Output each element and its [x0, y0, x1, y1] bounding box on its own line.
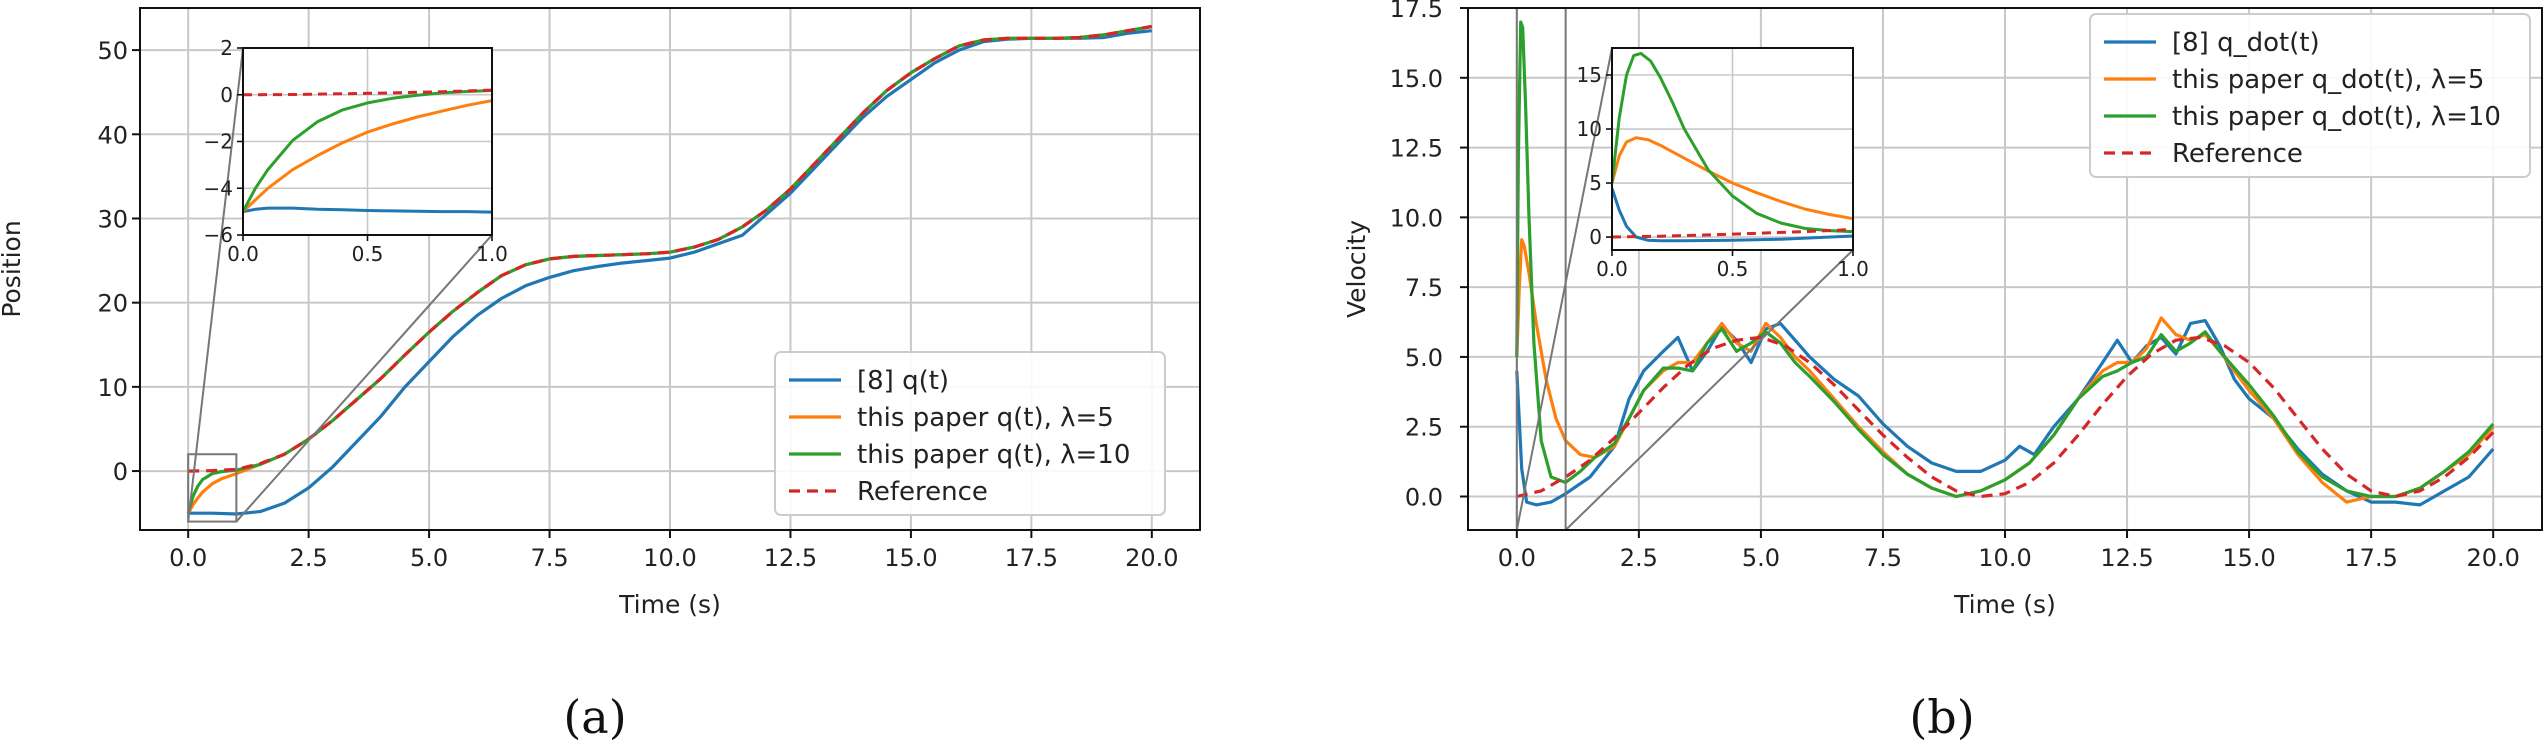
- panel-b-inset-xtick-label-2: 1.0: [1837, 257, 1869, 281]
- panel-a-chart: 0.0 2.5 5.0 7.5 10.0 12.5 15.0 17.5 20.001020304…: [0, 7, 1201, 619]
- panel-b-legend-label-3: Reference: [2172, 139, 2303, 169]
- panel-a-xtick-label-4: 10.0: [643, 544, 696, 572]
- panel-b-ytick-label-0: 0.0: [1405, 484, 1443, 512]
- panel-a-legend-label-3: Reference: [857, 477, 988, 507]
- panel-a-ytick-label-3: 30: [97, 205, 128, 233]
- panel-b-xtick-label-8: 20.0: [2466, 544, 2519, 572]
- panel-b-inset-series-line-1: [1612, 136, 1853, 221]
- panel-a-inset-ytick-label-0: −6: [204, 223, 233, 247]
- panel-a-xtick-label-0: 0.0: [169, 544, 207, 572]
- panel-a-zoom-connector-1: [187, 47, 244, 522]
- panel-a-inset-series-line-3: [243, 88, 492, 97]
- panel-b-inset-series-line-3: [1612, 228, 1853, 239]
- panel-b-inset-xtick-label-1: 0.5: [1717, 257, 1749, 281]
- panel-a-xlabel: Time (s): [618, 590, 721, 619]
- panel-b-ytick-label-2: 5.0: [1405, 344, 1443, 372]
- panel-a-xtick-label-7: 17.5: [1005, 544, 1058, 572]
- panel-a-ytick-label-2: 20: [97, 290, 128, 318]
- panel-b-series-line-3: [1516, 335, 2495, 499]
- panel-b-ytick-label-4: 10.0: [1390, 204, 1443, 232]
- panel-a-series-group: [186, 24, 1153, 516]
- panel-a-legend-label-0: [8] q(t): [857, 366, 949, 396]
- panel-a-xtick-label-3: 7.5: [530, 544, 568, 572]
- panel-a-inset-xtick-label-0: 0.0: [227, 242, 259, 266]
- panel-b-zoom-connector-2: [1564, 249, 1854, 531]
- panel-a-inset-ytick-label-1: −4: [204, 176, 233, 200]
- panel-b-series-line-2: [1515, 20, 2495, 499]
- panel-a-zoom-connector-2: [235, 234, 493, 523]
- panel-b-inset-series-line-0: [1612, 187, 1853, 243]
- panel-a-xtick-label-8: 20.0: [1125, 544, 1178, 572]
- panel-a-inset-ytick-label-4: 2: [220, 36, 233, 60]
- panel-a-inset-xtick-label-2: 1.0: [476, 242, 508, 266]
- panel-a-ytick-label-1: 10: [97, 374, 128, 402]
- panel-a-ytick-label-4: 40: [97, 121, 128, 149]
- panel-b-xtick-label-4: 10.0: [1978, 544, 2031, 572]
- panel-b-chart: 0.0 2.5 5.0 7.5 10.0 12.5 15.0 17.5 20.0 0.0 2.5 5.…: [1342, 0, 2543, 619]
- panel-b-inset-ytick-label-2: 10: [1577, 117, 1602, 141]
- panel-b-ytick-label-1: 2.5: [1405, 414, 1443, 442]
- panel-b-zoom-connector-1: [1515, 47, 1613, 531]
- panel-a-xtick-label-6: 15.0: [884, 544, 937, 572]
- panel-b-ytick-label-3: 7.5: [1405, 274, 1443, 302]
- panel-b-xtick-label-3: 7.5: [1864, 544, 1902, 572]
- panel-b-ylabel: Velocity: [1342, 220, 1371, 318]
- panel-a-legend-label-1: this paper q(t), λ=5: [857, 403, 1114, 433]
- panel-a-xtick-label-5: 12.5: [764, 544, 817, 572]
- panel-b-xtick-label-7: 17.5: [2344, 544, 2397, 572]
- panel-b-xlabel: Time (s): [1953, 590, 2056, 619]
- panel-a-ylabel: Position: [0, 220, 26, 317]
- panel-a-inset-series-line-0: [243, 206, 492, 214]
- panel-a-ytick-label-0: 0: [113, 458, 128, 486]
- panel-b-inset-ytick-label-1: 5: [1589, 171, 1602, 195]
- panel-a-series-line-3: [188, 24, 1153, 473]
- caption-b: (b): [1909, 690, 1974, 744]
- panel-a-ytick-label-5: 50: [97, 37, 128, 65]
- panel-b-xtick-label-5: 12.5: [2100, 544, 2153, 572]
- panel-b-legend-label-2: this paper q_dot(t), λ=10: [2172, 102, 2501, 132]
- panel-a-legend-box: [774, 351, 1166, 516]
- panel-b-inset-series-line-2: [1612, 51, 1853, 234]
- panel-b-ytick-label-6: 15.0: [1390, 65, 1443, 93]
- caption-a: (a): [563, 690, 626, 744]
- panel-b-xtick-label-0: 0.0: [1498, 544, 1536, 572]
- panel-a-inset-xtick-label-1: 0.5: [352, 242, 384, 266]
- panel-b-xtick-label-1: 2.5: [1620, 544, 1658, 572]
- panel-a-inset-ytick-label-2: −2: [204, 130, 233, 154]
- panel-a-zoom-rect: [187, 453, 238, 523]
- panel-b-xtick-label-2: 5.0: [1742, 544, 1780, 572]
- panel-a-legend-label-2: this paper q(t), λ=10: [857, 440, 1130, 470]
- panel-a-xtick-label-2: 5.0: [410, 544, 448, 572]
- panel-b-legend-label-1: this paper q_dot(t), λ=5: [2172, 65, 2484, 95]
- panel-b-legend-label-0: [8] q_dot(t): [2172, 28, 2320, 58]
- panel-a-inset-series-group: [243, 88, 492, 214]
- panel-a-inset-series-line-1: [243, 99, 492, 213]
- panel-b-inset-series-group: [1612, 51, 1853, 243]
- panel-b-xtick-label-6: 15.0: [2222, 544, 2275, 572]
- panel-b-series-group: [1515, 20, 2495, 507]
- panel-a-inset-ytick-label-3: 0: [220, 83, 233, 107]
- panel-b-inset-ytick-label-0: 0: [1589, 225, 1602, 249]
- panel-b-legend-box: [2089, 13, 2531, 178]
- panel-b-ytick-label-5: 12.5: [1390, 135, 1443, 163]
- panel-b-inset-xtick-label-0: 0.0: [1596, 257, 1628, 281]
- panel-a-xtick-label-1: 2.5: [290, 544, 328, 572]
- panel-b-inset-ytick-label-3: 15: [1577, 63, 1602, 87]
- panel-b-ytick-label-7: 17.5: [1390, 0, 1443, 23]
